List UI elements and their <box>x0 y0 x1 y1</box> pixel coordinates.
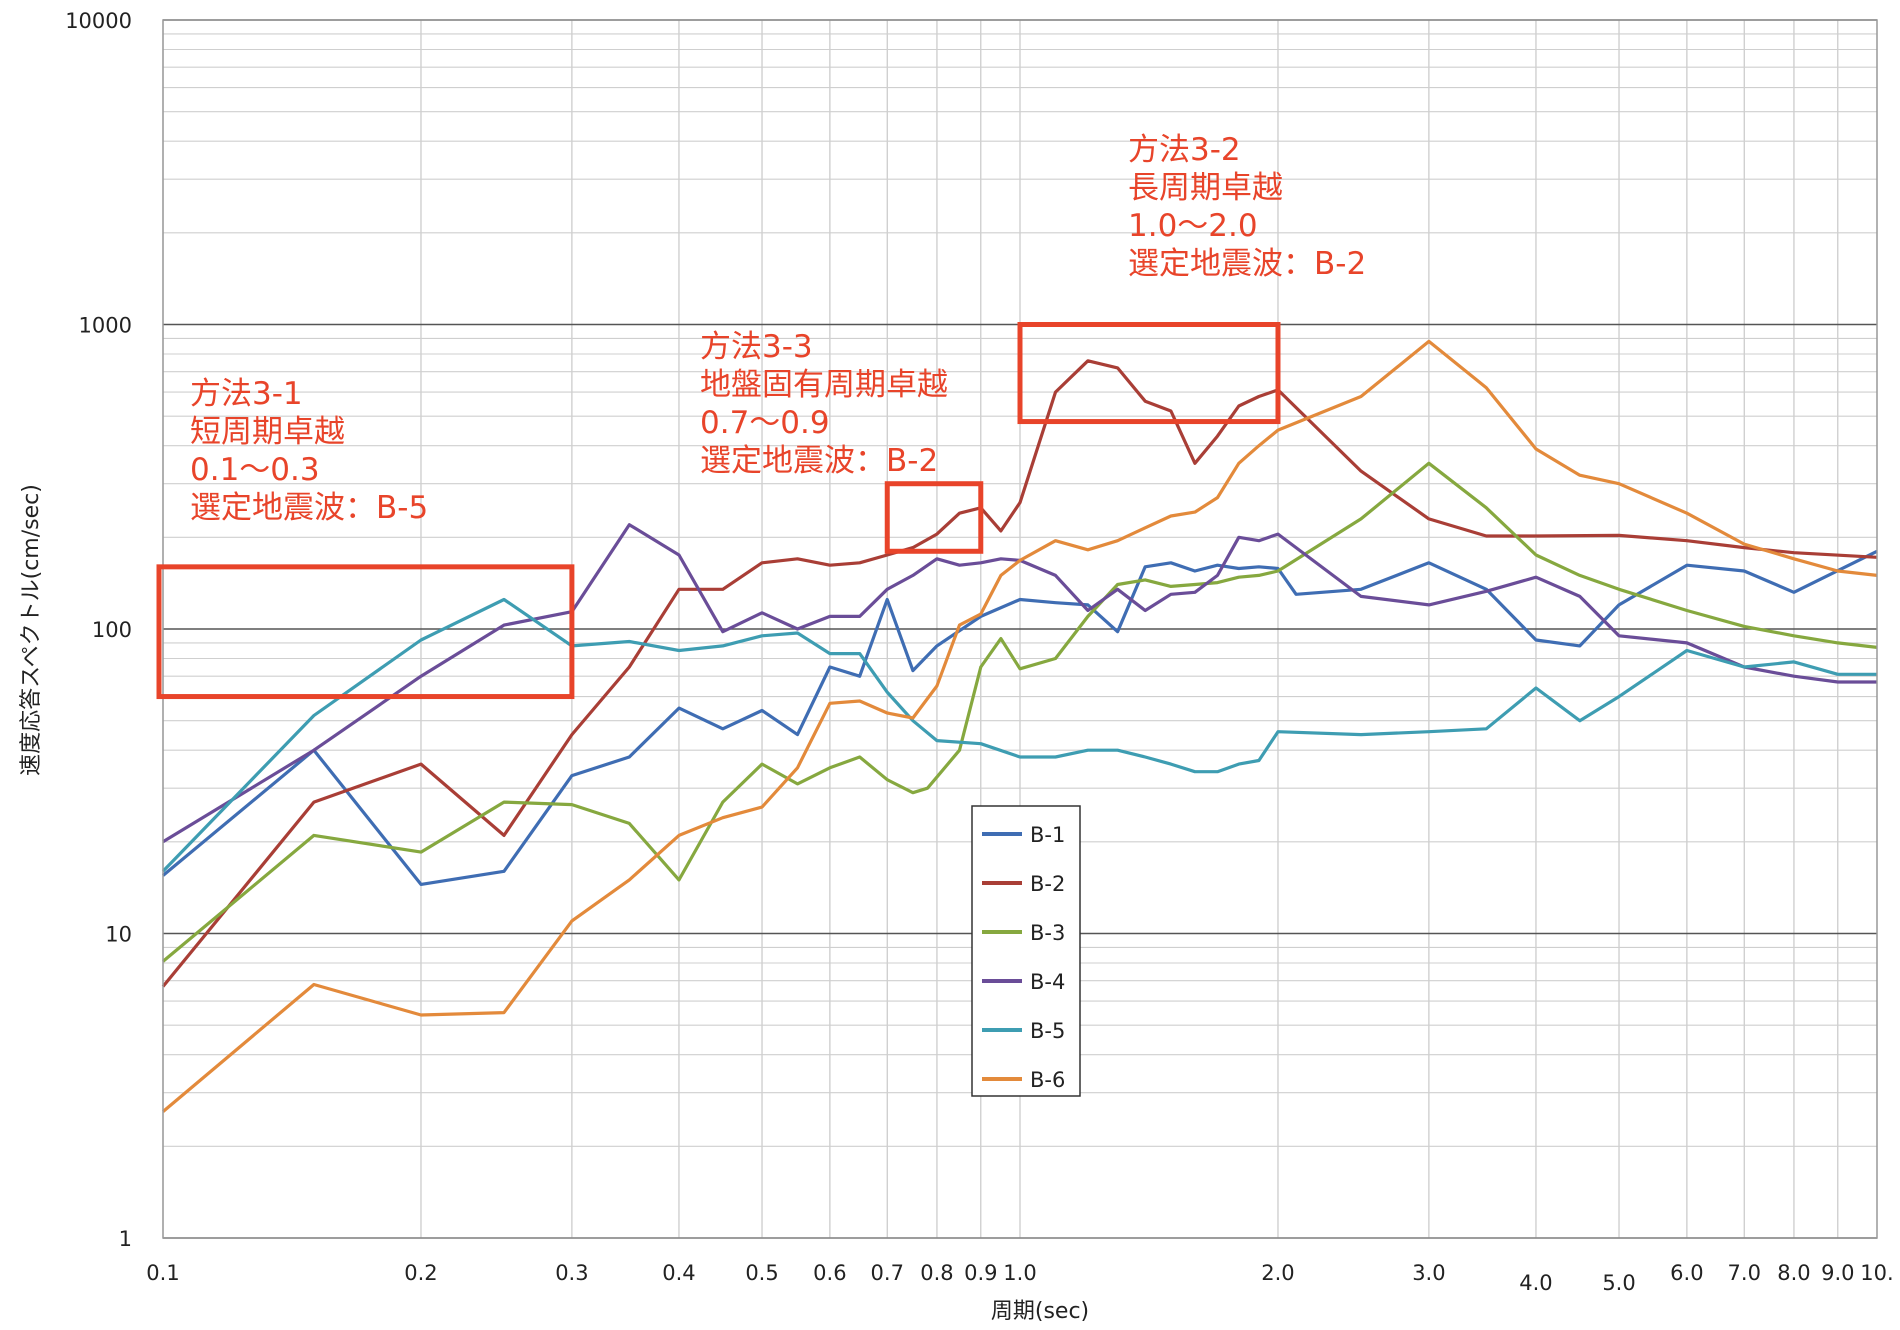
legend: B-1 B-2 B-3 B-4 B-5 B-6 <box>971 805 1081 1097</box>
x-tick-label: 7.0 <box>1728 1261 1761 1285</box>
annotation-text: 選定地震波：B-2 <box>1128 246 1366 282</box>
x-tick-label: 0.1 <box>146 1261 179 1285</box>
annotation-text: 選定地震波：B-2 <box>700 443 938 479</box>
x-axis-title: 周期(sec) <box>991 1299 1089 1324</box>
legend-label: B-1 <box>1030 823 1065 847</box>
y-axis-title: 速度応答スペクトル(cm/sec) <box>19 484 44 776</box>
series-line-b-3 <box>161 461 1878 963</box>
legend-box <box>971 805 1081 1097</box>
annotation-text: 選定地震波：B-5 <box>190 490 428 526</box>
legend-label: B-2 <box>1030 872 1065 896</box>
y-tick-label: 10 <box>105 923 132 947</box>
annotation-box <box>1017 322 1281 425</box>
x-tick-label: 0.4 <box>662 1261 695 1285</box>
x-tick-labels: 0.1 0.2 0.3 0.4 0.5 0.6 0.7 0.8 0.9 1.0 2.0 3.0 4.0 5… <box>146 1261 1893 1295</box>
x-tick-label: 5.0 <box>1602 1271 1635 1295</box>
y-tick-label: 100 <box>92 618 132 642</box>
x-tick-label: 9.0 <box>1821 1261 1854 1285</box>
annotation-text: 方法3-3 <box>700 329 813 365</box>
annotation-text: 短周期卓越 <box>190 414 345 450</box>
x-tick-label: 0.2 <box>404 1261 437 1285</box>
series-line-b-6 <box>161 339 1878 1113</box>
x-tick-label: 2.0 <box>1261 1261 1294 1285</box>
annotation-text: 0.1〜0.3 <box>190 452 320 488</box>
y-tick-label: 1000 <box>79 314 132 338</box>
series-line-b-5 <box>161 597 1877 873</box>
annotation-text: 方法3-1 <box>190 376 303 412</box>
legend-label: B-3 <box>1030 921 1065 945</box>
annotation-text: 地盤固有周期卓越 <box>700 367 948 403</box>
series-line-b-2 <box>161 359 1878 988</box>
x-tick-label: 6.0 <box>1670 1261 1703 1285</box>
annotation-text: 1.0〜2.0 <box>1128 208 1258 244</box>
series-layer <box>161 339 1878 1113</box>
y-tick-label: 10000 <box>65 9 132 33</box>
y-tick-labels: 1 10 100 1000 10000 <box>65 9 132 1251</box>
x-tick-label: 0.5 <box>745 1261 778 1285</box>
legend-label: B-5 <box>1030 1019 1065 1043</box>
x-tick-label: 0.7 <box>871 1261 904 1285</box>
annotation-text: 長周期卓越 <box>1128 170 1283 206</box>
annotation-text: 0.7〜0.9 <box>700 405 830 441</box>
plot-frame <box>162 19 1878 1239</box>
x-tick-label: 0.8 <box>920 1261 953 1285</box>
legend-label: B-4 <box>1030 970 1065 994</box>
x-tick-label: 0.3 <box>555 1261 588 1285</box>
series-line-b-4 <box>162 523 1877 844</box>
x-tick-label: 8.0 <box>1777 1261 1810 1285</box>
x-tick-label: 10. <box>1860 1261 1893 1285</box>
x-tick-label: 0.9 <box>964 1261 997 1285</box>
annotation-text: 方法3-2 <box>1128 132 1241 168</box>
annotation-box <box>156 564 575 700</box>
series-line-b-1 <box>161 549 1878 886</box>
x-tick-label: 0.6 <box>813 1261 846 1285</box>
annotation-box <box>884 481 984 554</box>
x-tick-label: 1.0 <box>1003 1261 1036 1285</box>
x-tick-label: 4.0 <box>1519 1271 1552 1295</box>
legend-label: B-6 <box>1030 1068 1065 1092</box>
x-tick-label: 3.0 <box>1412 1261 1445 1285</box>
y-tick-label: 1 <box>119 1227 132 1251</box>
